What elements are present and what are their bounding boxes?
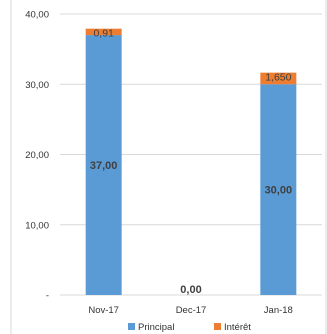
legend-label-principal: Principal — [138, 322, 174, 333]
y-tick-label: 20,00 — [25, 150, 49, 161]
legend-label-interet: Intérêt — [224, 322, 251, 333]
legend-swatch-principal — [128, 323, 135, 330]
y-tick-label: - — [46, 291, 49, 302]
x-tick-label: Dec-17 — [176, 305, 207, 316]
data-label-interet: 0,91 — [93, 28, 114, 40]
data-label-principal: 30,00 — [265, 185, 293, 197]
legend-swatch-interet — [214, 323, 221, 330]
y-tick-label: 30,00 — [25, 80, 49, 91]
data-label-interet: 1,650 — [265, 72, 291, 84]
y-tick-label: 10,00 — [25, 220, 49, 231]
data-label-principal: 0,00 — [180, 284, 201, 296]
x-tick-label: Nov-17 — [88, 305, 119, 316]
legend: Principal Intérêt — [128, 322, 251, 333]
y-tick-label: 40,00 — [25, 10, 49, 21]
x-axis-tick-labels: Nov-17 Dec-17 Jan-18 — [88, 305, 293, 316]
y-axis-tick-labels: - 10,00 20,00 30,00 40,00 — [25, 10, 49, 302]
data-label-principal: 37,00 — [90, 160, 118, 172]
x-tick-label: Jan-18 — [264, 305, 293, 316]
